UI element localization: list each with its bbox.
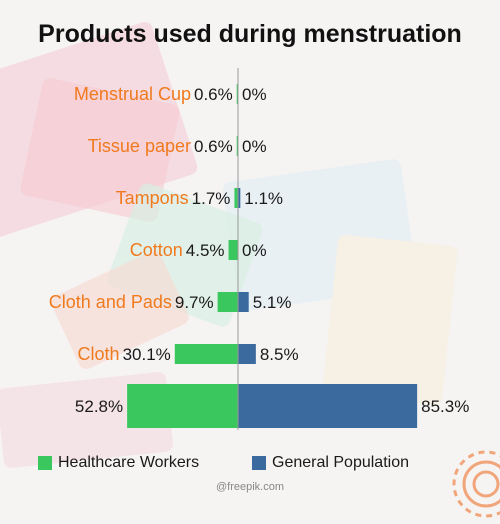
- bar-healthcare: [217, 292, 238, 312]
- value-label-general: 0%: [242, 137, 267, 156]
- bar-healthcare: [174, 344, 238, 364]
- value-label-healthcare: 30.1%: [123, 345, 171, 364]
- category-label: Cloth and Pads: [49, 292, 172, 312]
- value-label-healthcare: 0.6%: [194, 137, 233, 156]
- legend-label-healthcare: Healthcare Workers: [58, 454, 200, 471]
- category-label: Cloth: [78, 344, 120, 364]
- bar-general: [238, 384, 418, 428]
- category-label: Cotton: [130, 240, 183, 260]
- value-label-healthcare: 4.5%: [186, 241, 225, 260]
- value-label-general: 1.1%: [244, 189, 283, 208]
- bar-healthcare: [236, 84, 238, 104]
- category-label: Tampons: [116, 188, 189, 208]
- legend-swatch-healthcare: [38, 456, 52, 470]
- legend-swatch-general: [252, 456, 266, 470]
- credit-text: @freepik.com: [215, 481, 285, 493]
- bar-healthcare: [127, 384, 238, 428]
- bar-general: [238, 188, 241, 208]
- bar-healthcare: [234, 188, 238, 208]
- legend-item-general: General Population: [252, 454, 409, 472]
- value-label-general: 5.1%: [253, 293, 292, 312]
- chart-title: Products used during menstruation: [38, 20, 462, 48]
- value-label-healthcare: 9.7%: [175, 293, 214, 312]
- category-label: Tissue paper: [88, 136, 191, 156]
- bar-general: [238, 344, 256, 364]
- value-label-general: 8.5%: [260, 345, 299, 364]
- value-label-healthcare: 52.8%: [75, 397, 123, 416]
- value-label-healthcare: 0.6%: [194, 85, 233, 104]
- value-label-general: 0%: [242, 85, 267, 104]
- value-label-healthcare: 1.7%: [192, 189, 231, 208]
- category-label: Menstrual Cup: [74, 84, 191, 104]
- legend-item-healthcare: Healthcare Workers: [38, 454, 199, 472]
- value-label-general: 0%: [242, 241, 267, 260]
- flower-ornament-icon: [452, 450, 500, 518]
- bar-healthcare: [228, 240, 238, 260]
- value-label-general: 85.3%: [421, 397, 469, 416]
- bar-healthcare: [236, 136, 238, 156]
- bar-general: [238, 292, 249, 312]
- legend-label-general: General Population: [272, 454, 409, 471]
